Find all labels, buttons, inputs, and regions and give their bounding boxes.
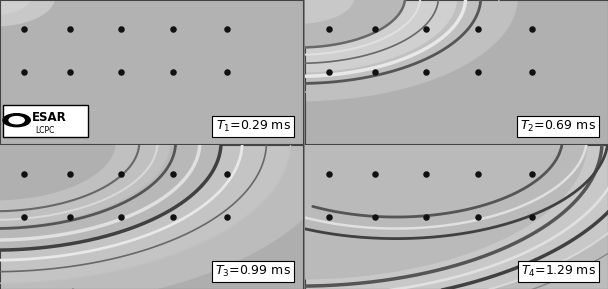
Point [116,172,126,176]
Point [116,70,126,74]
Point [19,27,29,31]
Point [19,70,29,74]
Point [473,70,483,74]
Wedge shape [299,0,405,47]
Wedge shape [299,142,608,289]
Point [473,172,483,176]
Point [421,172,431,176]
Text: $T_{1}$=0.29 ms: $T_{1}$=0.29 ms [216,119,291,134]
FancyBboxPatch shape [3,105,88,137]
Point [168,27,178,31]
Point [421,27,431,31]
Text: $T_{3}$=0.99 ms: $T_{3}$=0.99 ms [215,264,291,279]
Point [65,27,75,31]
Wedge shape [299,142,608,289]
Text: LCPC: LCPC [36,126,55,135]
Point [370,27,380,31]
Wedge shape [299,0,517,101]
Point [116,215,126,219]
Point [527,215,537,219]
Wedge shape [0,142,342,289]
Point [325,27,334,31]
Point [473,27,483,31]
Wedge shape [0,142,115,200]
Point [222,27,232,31]
Point [116,27,126,31]
Point [222,172,232,176]
Point [527,27,537,31]
Point [325,70,334,74]
Point [65,215,75,219]
Point [370,172,380,176]
Point [370,215,380,219]
Point [168,172,178,176]
Point [527,172,537,176]
Point [222,215,232,219]
Point [19,215,29,219]
Point [168,215,178,219]
Wedge shape [299,0,354,23]
Wedge shape [0,0,55,26]
Point [473,215,483,219]
Circle shape [3,114,30,127]
Point [168,70,178,74]
Wedge shape [0,142,170,226]
Text: $T_{4}$=1.29 ms: $T_{4}$=1.29 ms [521,264,596,279]
Point [421,215,431,219]
Circle shape [9,116,24,124]
Text: ESAR: ESAR [32,111,66,124]
Wedge shape [299,142,587,279]
Wedge shape [0,142,291,283]
Point [222,70,232,74]
Point [325,172,334,176]
Point [65,172,75,176]
Wedge shape [0,0,30,14]
Point [65,70,75,74]
Point [325,215,334,219]
Point [370,70,380,74]
Point [421,70,431,74]
Point [19,172,29,176]
Text: $T_{2}$=0.69 ms: $T_{2}$=0.69 ms [520,119,596,134]
Point [527,70,537,74]
Wedge shape [0,142,221,250]
Wedge shape [299,0,457,72]
